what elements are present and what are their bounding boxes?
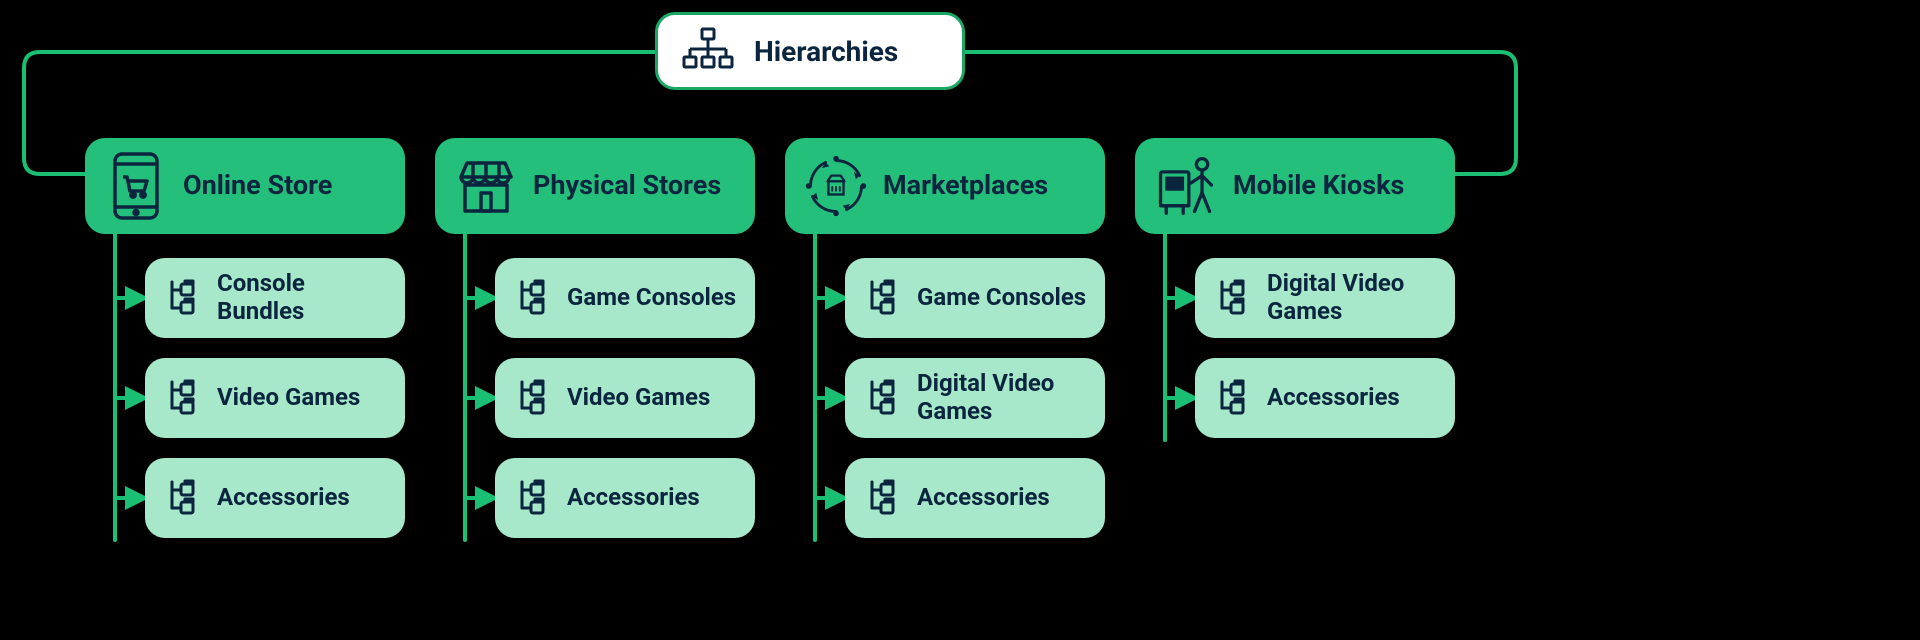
child-console-bundles: Console Bundles	[145, 258, 405, 338]
tree-icon	[863, 278, 903, 318]
column-mobile-kiosks: Mobile Kiosks Digital Video Games Access…	[1135, 138, 1455, 234]
tree-icon	[1213, 278, 1253, 318]
tree-icon	[513, 278, 553, 318]
marketplace-cycle-icon	[803, 151, 869, 221]
tree-icon	[513, 378, 553, 418]
child-label: Game Consoles	[567, 284, 736, 312]
kiosk-person-icon	[1153, 153, 1219, 219]
child-label: Console Bundles	[217, 270, 387, 325]
hierarchy-icon	[680, 27, 736, 75]
channel-online-store: Online Store	[85, 138, 405, 234]
child-video-games: Video Games	[145, 358, 405, 438]
child-label: Video Games	[217, 384, 360, 412]
child-accessories: Accessories	[145, 458, 405, 538]
child-accessories: Accessories	[495, 458, 755, 538]
child-digital-video-games: Digital Video Games	[845, 358, 1105, 438]
tree-icon	[513, 478, 553, 518]
channel-label: Mobile Kiosks	[1233, 170, 1404, 201]
column-online-store: Online Store Console Bundles Video Games	[85, 138, 405, 234]
channel-marketplaces: Marketplaces	[785, 138, 1105, 234]
channel-label: Marketplaces	[883, 170, 1048, 201]
child-label: Video Games	[567, 384, 710, 412]
child-label: Accessories	[217, 484, 350, 512]
column-marketplaces: Marketplaces Game Consoles Digital Video…	[785, 138, 1105, 234]
child-label: Accessories	[917, 484, 1050, 512]
channel-mobile-kiosks: Mobile Kiosks	[1135, 138, 1455, 234]
child-label: Accessories	[1267, 384, 1400, 412]
tree-icon	[863, 478, 903, 518]
child-label: Accessories	[567, 484, 700, 512]
child-label: Digital Video Games	[1267, 270, 1437, 325]
child-label: Game Consoles	[917, 284, 1086, 312]
channel-label: Online Store	[183, 170, 332, 201]
tree-icon	[1213, 378, 1253, 418]
child-label: Digital Video Games	[917, 370, 1087, 425]
tree-icon	[163, 478, 203, 518]
column-physical-stores: Physical Stores Game Consoles Video Game…	[435, 138, 755, 234]
channel-label: Physical Stores	[533, 170, 721, 201]
child-video-games: Video Games	[495, 358, 755, 438]
tree-icon	[863, 378, 903, 418]
tree-icon	[163, 278, 203, 318]
root-node: Hierarchies	[655, 12, 965, 90]
child-game-consoles: Game Consoles	[845, 258, 1105, 338]
child-accessories: Accessories	[1195, 358, 1455, 438]
channel-physical-stores: Physical Stores	[435, 138, 755, 234]
storefront-icon	[453, 157, 519, 215]
tree-icon	[163, 378, 203, 418]
mobile-cart-icon	[103, 151, 169, 221]
child-accessories: Accessories	[845, 458, 1105, 538]
child-digital-video-games: Digital Video Games	[1195, 258, 1455, 338]
child-game-consoles: Game Consoles	[495, 258, 755, 338]
root-label: Hierarchies	[754, 35, 898, 68]
